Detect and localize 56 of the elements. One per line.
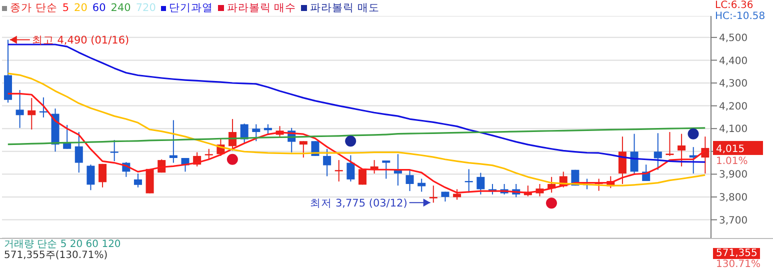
legend-label: 파라볼릭 매수 xyxy=(226,1,296,15)
candlestick xyxy=(110,139,118,162)
y-tick-label: 4,100 xyxy=(719,124,748,136)
y-tick-label: 3,800 xyxy=(719,192,748,204)
point xyxy=(688,128,699,140)
candlestick xyxy=(666,132,674,156)
candlestick xyxy=(98,163,107,188)
candlestick xyxy=(134,172,142,188)
candlestick xyxy=(346,154,355,182)
text: 거래량 단순 5 20 60 120 xyxy=(4,239,121,250)
candlestick xyxy=(678,133,686,167)
text: 130.71% xyxy=(716,259,760,269)
candlestick xyxy=(323,148,332,177)
y-tick-label: 4,400 xyxy=(719,56,748,67)
text: 720 xyxy=(136,2,156,14)
candlestick xyxy=(169,120,178,164)
y-tick-label: 3,900 xyxy=(719,170,748,181)
text: 4,015 xyxy=(716,144,745,155)
candlestick xyxy=(86,164,95,191)
point xyxy=(226,154,238,165)
candlestick xyxy=(618,136,626,184)
text: 단기과열 xyxy=(168,1,213,15)
y-tick-label: 3,700 xyxy=(719,215,748,226)
annotation: 최고 4,490 (01/16) xyxy=(32,34,130,47)
annotation: 최저 3,775 (03/12) xyxy=(310,198,408,210)
text: 20 xyxy=(74,2,88,14)
candlestick xyxy=(406,168,414,192)
y-tick-label: 4,500 xyxy=(719,32,748,44)
text: 5 xyxy=(62,2,70,14)
candlestick xyxy=(418,178,426,192)
text: 571,355 xyxy=(713,248,760,259)
candlestick xyxy=(28,98,36,130)
candlestick xyxy=(476,172,485,195)
y-tick-label: 4,300 xyxy=(719,78,748,90)
text: 240 xyxy=(110,2,131,14)
legend-label: 파라볼릭 매도 xyxy=(309,1,380,15)
legend-title: 종가 단순 xyxy=(9,1,58,15)
candlestick xyxy=(74,132,83,174)
text: 1.01% xyxy=(716,156,748,167)
point xyxy=(546,198,557,209)
candlestick xyxy=(204,148,213,160)
candlestick xyxy=(441,191,450,202)
y-tick-label: 4,200 xyxy=(719,101,748,112)
candlestick xyxy=(16,90,24,128)
candlestick xyxy=(654,132,662,170)
point xyxy=(345,136,356,147)
candlestick xyxy=(382,160,390,180)
text: 60 xyxy=(92,2,106,14)
candlestick xyxy=(630,133,638,175)
candlestick xyxy=(252,124,260,142)
candlestick xyxy=(334,160,343,182)
text: 571,355주(130.71%) xyxy=(4,250,108,261)
text: LC:6.36 xyxy=(715,0,754,11)
candlestick xyxy=(299,140,308,158)
candlestick xyxy=(429,185,438,204)
text: HC:-10.58 xyxy=(715,11,766,22)
